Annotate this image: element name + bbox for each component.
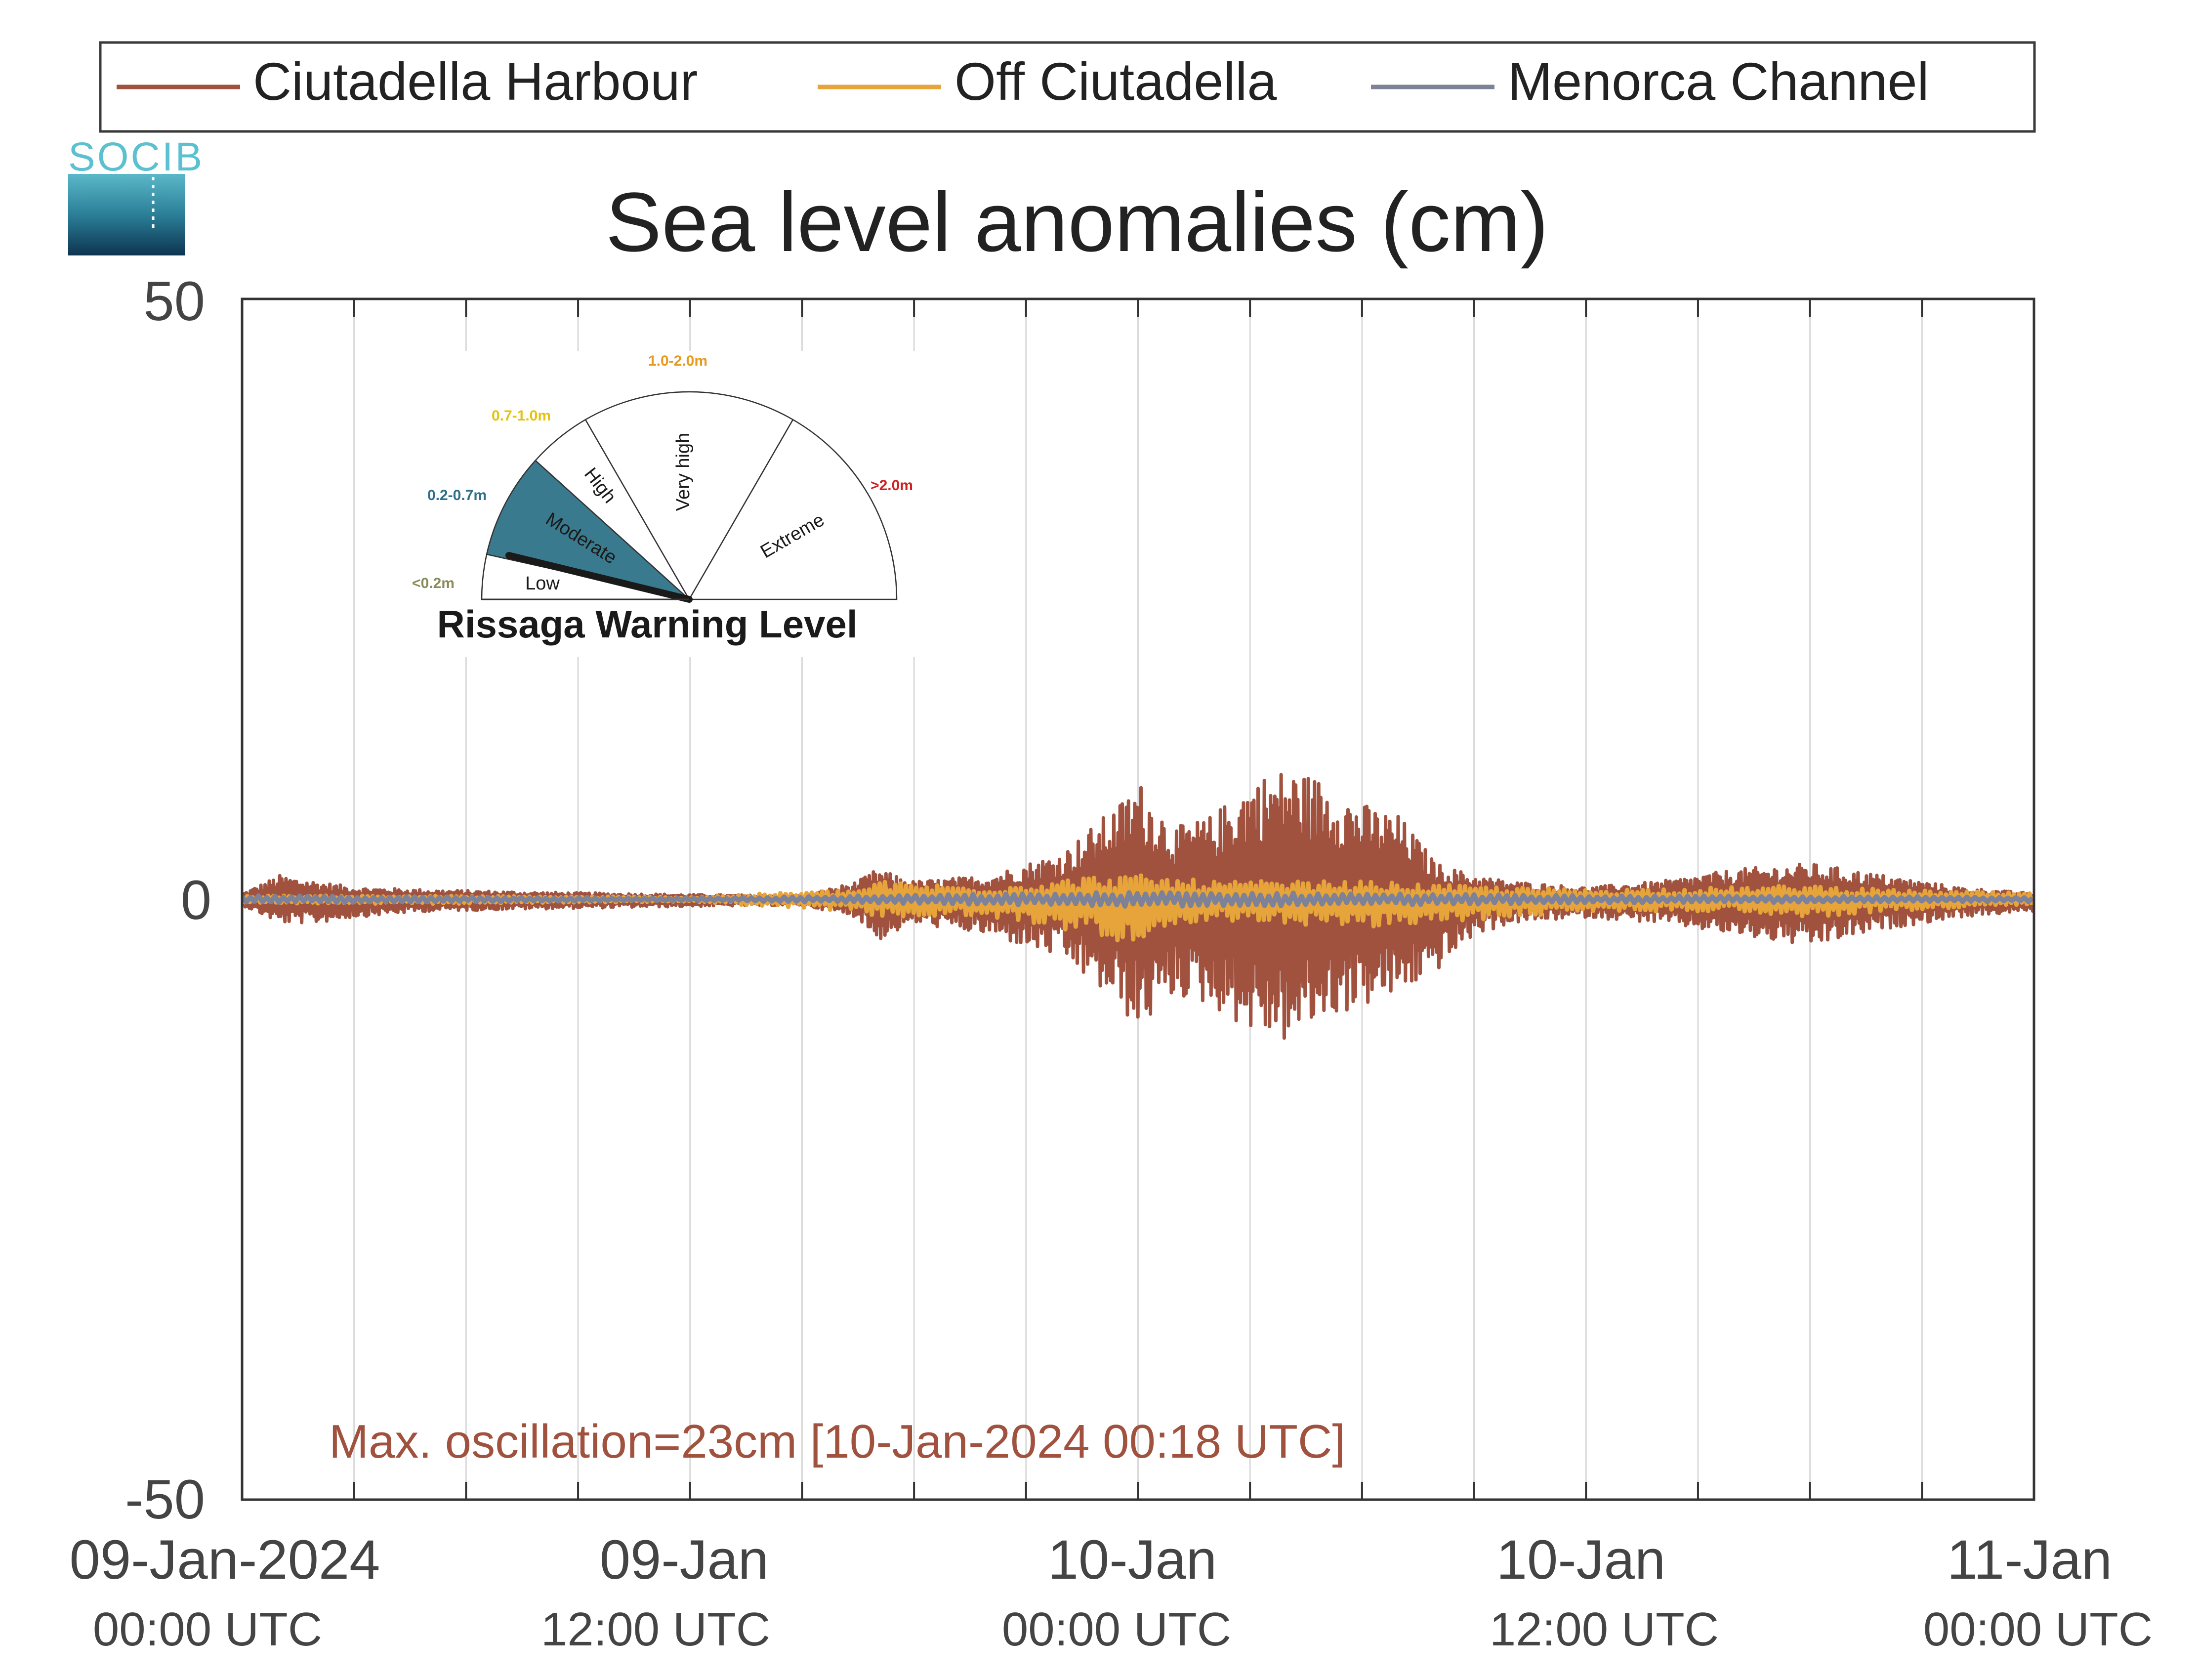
gauge-range-extreme: >2.0m (871, 477, 913, 494)
ytick-label-50: 50 (143, 270, 205, 332)
legend: Ciutadella Harbour Off Ciutadella Menorc… (99, 41, 2036, 133)
gauge-title: Rissaga Warning Level (437, 602, 857, 646)
xtick-time-1: 12:00 UTC (541, 1603, 770, 1656)
xtick-time-2: 00:00 UTC (1002, 1603, 1231, 1656)
gauge-range-very-high: 1.0-2.0m (648, 353, 707, 369)
legend-label-menorca-channel: Menorca Channel (1508, 51, 1929, 111)
ytick-label-minus-50: -50 (125, 1469, 205, 1530)
legend-label-off-ciutadella: Off Ciutadella (954, 51, 1277, 111)
ytick-label-0: 0 (181, 869, 211, 931)
xtick-date-0: 09-Jan-2024 (70, 1529, 380, 1591)
xtick-date-2: 10-Jan (1048, 1529, 1217, 1591)
x-tick-labels: 09-Jan-2024 00:00 UTC 09-Jan 12:00 UTC 1… (70, 1529, 2153, 1656)
xtick-date-4: 11-Jan (1947, 1529, 2112, 1591)
socib-logo: SOCIB (68, 134, 204, 255)
rissaga-gauge: Low Moderate High Very high Extreme <0.2… (410, 351, 924, 657)
xtick-date-1: 09-Jan (600, 1529, 769, 1591)
gauge-range-moderate: 0.2-0.7m (427, 487, 487, 504)
gauge-label-low: Low (525, 573, 560, 594)
gauge-needle (505, 552, 693, 603)
gauge-range-low: <0.2m (412, 575, 455, 591)
xtick-time-0: 00:00 UTC (93, 1603, 322, 1656)
chart-title: Sea level anomalies (cm) (606, 175, 1549, 269)
gauge-sector-extreme (688, 419, 898, 600)
series-line-menorca-channel (242, 890, 2034, 909)
logo-text: SOCIB (68, 134, 204, 179)
legend-label-ciutadella-harbour: Ciutadella Harbour (253, 51, 698, 111)
logo-block (68, 174, 185, 255)
series-layer (242, 773, 2034, 1040)
xtick-date-3: 10-Jan (1496, 1529, 1665, 1591)
max-oscillation-annotation: Max. oscillation=23cm [10-Jan-2024 00:18… (329, 1415, 1345, 1468)
legend-frame (99, 41, 2036, 133)
xtick-time-4: 00:00 UTC (1923, 1603, 2153, 1656)
gauge-sector-very-high (584, 391, 794, 601)
x-tick-marks (353, 299, 1923, 1500)
gauge-range-high: 0.7-1.0m (492, 408, 551, 424)
xtick-time-3: 12:00 UTC (1490, 1603, 1719, 1656)
gauge-label-very-high: Very high (673, 433, 694, 511)
